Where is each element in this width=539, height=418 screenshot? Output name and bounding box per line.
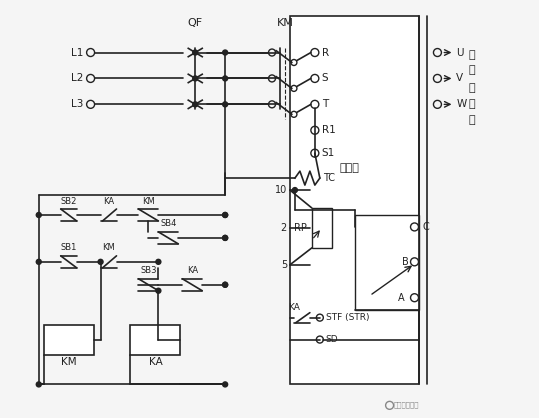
Text: SB4: SB4 — [160, 219, 177, 229]
Bar — [44, 325, 94, 354]
Text: TC: TC — [323, 173, 335, 183]
Text: SD: SD — [326, 335, 338, 344]
Text: C: C — [423, 222, 429, 232]
Text: STF (STR): STF (STR) — [326, 313, 369, 322]
Text: W: W — [457, 99, 467, 110]
Circle shape — [223, 50, 227, 55]
Circle shape — [223, 212, 227, 217]
Text: KA: KA — [288, 303, 300, 312]
Circle shape — [36, 259, 42, 264]
Text: QF: QF — [188, 18, 203, 28]
Text: U: U — [457, 48, 464, 58]
Text: KM: KM — [142, 196, 155, 206]
Circle shape — [223, 235, 227, 240]
Circle shape — [223, 282, 227, 287]
Circle shape — [223, 282, 227, 287]
Circle shape — [193, 102, 198, 107]
Circle shape — [223, 235, 227, 240]
Text: B: B — [402, 257, 409, 267]
Text: L1: L1 — [71, 48, 84, 58]
Text: 10: 10 — [275, 185, 287, 195]
Text: SB1: SB1 — [60, 243, 77, 252]
Circle shape — [156, 259, 161, 264]
Circle shape — [156, 288, 161, 293]
Text: V: V — [457, 74, 464, 84]
Text: S: S — [322, 74, 328, 84]
Text: SB2: SB2 — [60, 196, 77, 206]
Text: KM: KM — [61, 357, 77, 367]
Text: 5: 5 — [281, 260, 287, 270]
Text: R: R — [322, 48, 329, 58]
Text: KM: KM — [277, 18, 293, 28]
Circle shape — [36, 212, 42, 217]
Text: 电: 电 — [468, 84, 475, 93]
Text: 电工电气学习: 电工电气学习 — [394, 401, 419, 408]
Text: 变频器: 变频器 — [340, 163, 360, 173]
Text: 动: 动 — [468, 99, 475, 110]
Bar — [290, 15, 419, 385]
Circle shape — [193, 50, 198, 55]
Text: 2: 2 — [281, 223, 287, 233]
Bar — [355, 215, 419, 310]
Text: RP: RP — [294, 223, 307, 233]
Text: SB3: SB3 — [140, 266, 157, 275]
Circle shape — [293, 188, 298, 193]
Circle shape — [193, 76, 198, 81]
Circle shape — [223, 212, 227, 217]
Circle shape — [223, 102, 227, 107]
Text: R1: R1 — [322, 125, 336, 135]
Text: KA: KA — [149, 357, 162, 367]
Text: T: T — [322, 99, 328, 110]
Text: S1: S1 — [322, 148, 335, 158]
Text: 机: 机 — [468, 115, 475, 125]
Text: A: A — [398, 293, 404, 303]
Text: 接: 接 — [468, 51, 475, 61]
Text: L3: L3 — [71, 99, 84, 110]
Text: KA: KA — [103, 196, 114, 206]
Circle shape — [223, 76, 227, 81]
Circle shape — [98, 259, 103, 264]
Circle shape — [36, 382, 42, 387]
Text: L2: L2 — [71, 74, 84, 84]
Text: 至: 至 — [468, 66, 475, 76]
Text: KA: KA — [186, 266, 198, 275]
Circle shape — [223, 382, 227, 387]
Bar — [312, 208, 332, 248]
Text: KM: KM — [102, 243, 115, 252]
Bar — [130, 325, 181, 354]
